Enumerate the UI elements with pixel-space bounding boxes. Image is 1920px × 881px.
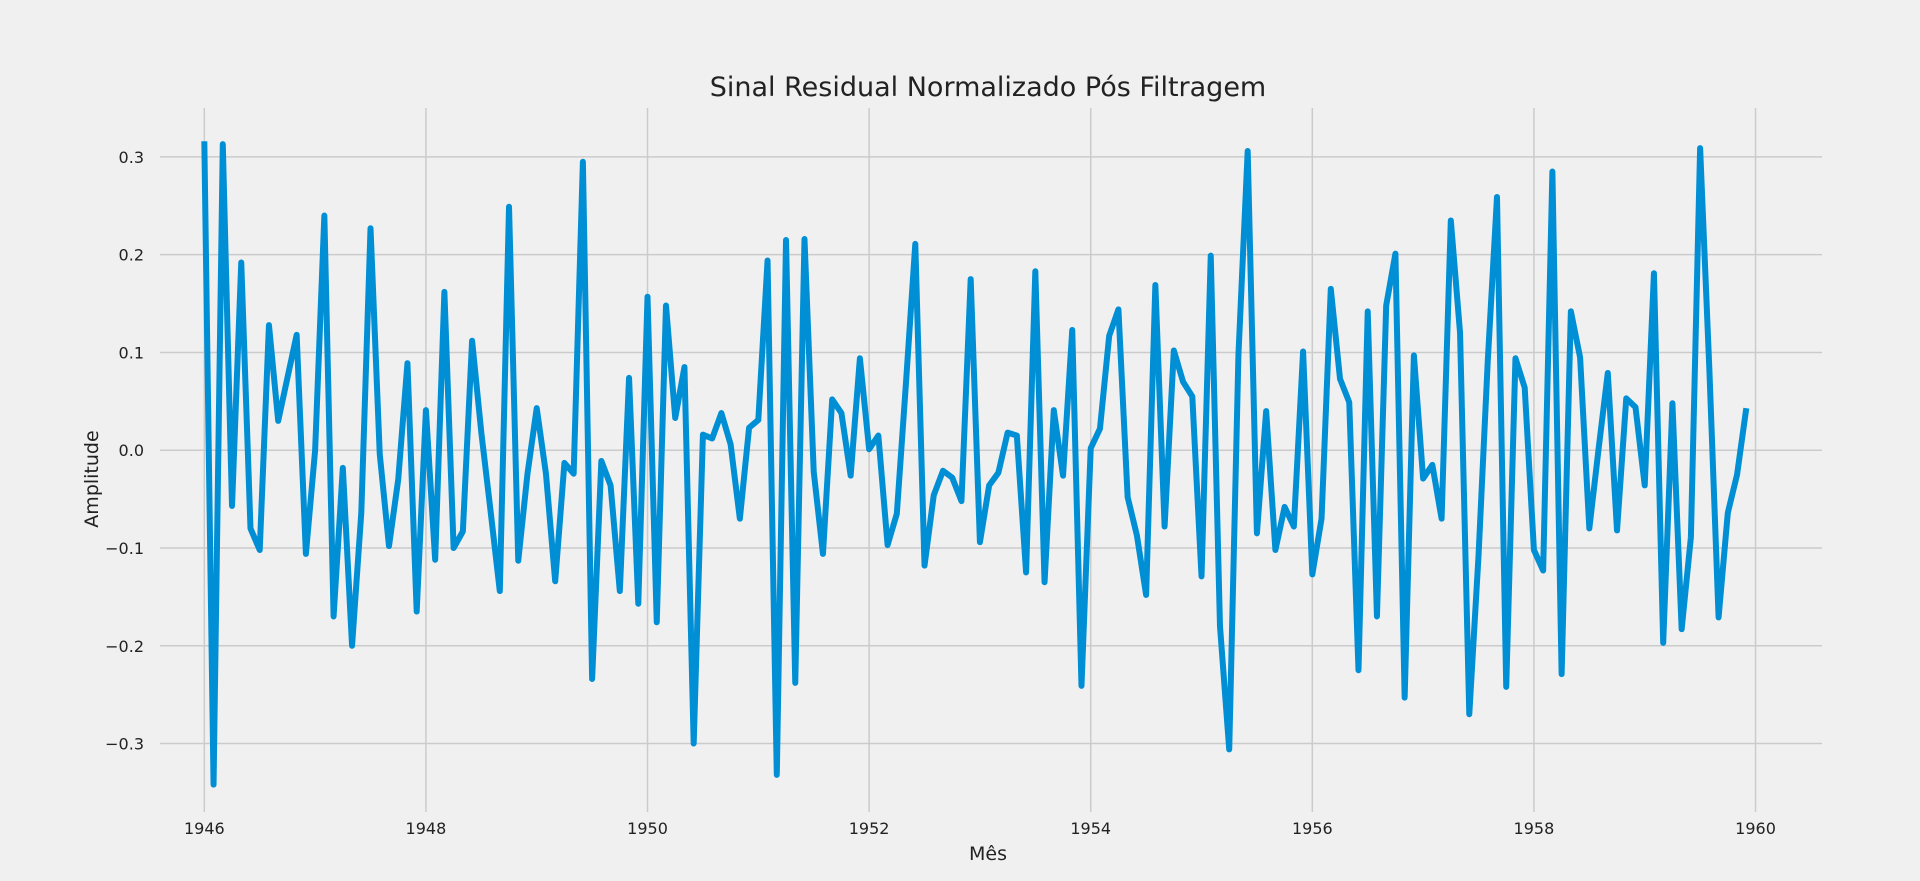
x-tick-label: 1948 [406, 819, 447, 838]
x-axis-label: Mês [969, 843, 1007, 865]
x-tick-labels: 1946 1948 1950 1952 1954 1956 1958 1960 [184, 819, 1776, 838]
y-tick-label: 0.1 [119, 343, 144, 362]
x-tick-label: 1950 [627, 819, 668, 838]
x-tick-label: 1958 [1514, 819, 1555, 838]
chart-title: Sinal Residual Normalizado Pós Filtragem [710, 72, 1266, 103]
x-tick-label: 1956 [1292, 819, 1333, 838]
x-tick-label: 1946 [184, 819, 225, 838]
y-tick-labels: −0.3 −0.2 −0.1 0.0 0.1 0.2 0.3 [105, 148, 144, 754]
series-line [201, 141, 1750, 788]
series-layer [201, 141, 1750, 788]
y-tick-label: −0.1 [105, 539, 144, 558]
y-tick-label: −0.2 [105, 637, 144, 656]
y-tick-label: 0.0 [119, 441, 144, 460]
x-tick-label: 1960 [1735, 819, 1776, 838]
y-tick-label: 0.2 [119, 246, 144, 265]
x-tick-label: 1952 [849, 819, 890, 838]
x-tick-label: 1954 [1070, 819, 1111, 838]
y-tick-label: 0.3 [119, 148, 144, 167]
y-axis-label: Amplitude [81, 430, 103, 527]
y-tick-label: −0.3 [105, 735, 144, 754]
